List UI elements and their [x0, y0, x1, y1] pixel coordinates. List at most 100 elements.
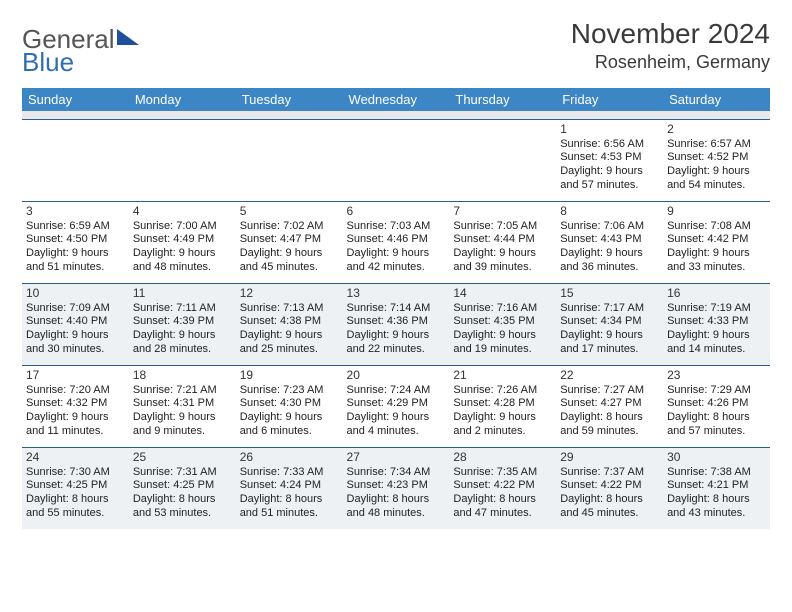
- sunrise-line: Sunrise: 6:57 AM: [667, 138, 766, 152]
- daylight-line: Daylight: 9 hours and 45 minutes.: [240, 247, 339, 275]
- day-number: 19: [240, 368, 339, 383]
- day-cell: 19Sunrise: 7:23 AMSunset: 4:30 PMDayligh…: [236, 365, 343, 447]
- sunset-line: Sunset: 4:43 PM: [560, 233, 659, 247]
- week-row: 17Sunrise: 7:20 AMSunset: 4:32 PMDayligh…: [22, 365, 770, 447]
- calendar-page: General November 2024 Rosenheim, Germany…: [0, 0, 792, 529]
- day-cell: 12Sunrise: 7:13 AMSunset: 4:38 PMDayligh…: [236, 283, 343, 365]
- daylight-line: Daylight: 8 hours and 53 minutes.: [133, 493, 232, 521]
- daylight-line: Daylight: 9 hours and 14 minutes.: [667, 329, 766, 357]
- daylight-line: Daylight: 8 hours and 57 minutes.: [667, 411, 766, 439]
- empty-cell: [129, 119, 236, 201]
- day-cell: 5Sunrise: 7:02 AMSunset: 4:47 PMDaylight…: [236, 201, 343, 283]
- day-number: 5: [240, 204, 339, 219]
- sunset-line: Sunset: 4:31 PM: [133, 397, 232, 411]
- sunrise-line: Sunrise: 7:09 AM: [26, 302, 125, 316]
- sunrise-line: Sunrise: 7:00 AM: [133, 220, 232, 234]
- day-number: 10: [26, 286, 125, 301]
- day-cell: 2Sunrise: 6:57 AMSunset: 4:52 PMDaylight…: [663, 119, 770, 201]
- weekday-tuesday: Tuesday: [236, 88, 343, 111]
- daylight-line: Daylight: 9 hours and 48 minutes.: [133, 247, 232, 275]
- day-number: 26: [240, 450, 339, 465]
- day-cell: 30Sunrise: 7:38 AMSunset: 4:21 PMDayligh…: [663, 447, 770, 529]
- sunrise-line: Sunrise: 7:13 AM: [240, 302, 339, 316]
- daylight-line: Daylight: 9 hours and 25 minutes.: [240, 329, 339, 357]
- day-cell: 21Sunrise: 7:26 AMSunset: 4:28 PMDayligh…: [449, 365, 556, 447]
- sunset-line: Sunset: 4:36 PM: [347, 315, 446, 329]
- day-number: 13: [347, 286, 446, 301]
- sunset-line: Sunset: 4:35 PM: [453, 315, 552, 329]
- sunset-line: Sunset: 4:47 PM: [240, 233, 339, 247]
- sunset-line: Sunset: 4:30 PM: [240, 397, 339, 411]
- daylight-line: Daylight: 9 hours and 11 minutes.: [26, 411, 125, 439]
- day-cell: 29Sunrise: 7:37 AMSunset: 4:22 PMDayligh…: [556, 447, 663, 529]
- sunset-line: Sunset: 4:26 PM: [667, 397, 766, 411]
- weekday-header-row: SundayMondayTuesdayWednesdayThursdayFrid…: [22, 88, 770, 111]
- sunrise-line: Sunrise: 7:30 AM: [26, 466, 125, 480]
- day-cell: 23Sunrise: 7:29 AMSunset: 4:26 PMDayligh…: [663, 365, 770, 447]
- daylight-line: Daylight: 9 hours and 22 minutes.: [347, 329, 446, 357]
- weekday-friday: Friday: [556, 88, 663, 111]
- sunset-line: Sunset: 4:40 PM: [26, 315, 125, 329]
- daylight-line: Daylight: 9 hours and 6 minutes.: [240, 411, 339, 439]
- daylight-line: Daylight: 9 hours and 57 minutes.: [560, 165, 659, 193]
- day-cell: 11Sunrise: 7:11 AMSunset: 4:39 PMDayligh…: [129, 283, 236, 365]
- day-number: 25: [133, 450, 232, 465]
- sunrise-line: Sunrise: 7:11 AM: [133, 302, 232, 316]
- daylight-line: Daylight: 8 hours and 48 minutes.: [347, 493, 446, 521]
- daylight-line: Daylight: 8 hours and 51 minutes.: [240, 493, 339, 521]
- day-number: 11: [133, 286, 232, 301]
- title-block: November 2024 Rosenheim, Germany: [571, 18, 770, 73]
- day-number: 14: [453, 286, 552, 301]
- day-cell: 3Sunrise: 6:59 AMSunset: 4:50 PMDaylight…: [22, 201, 129, 283]
- day-cell: 25Sunrise: 7:31 AMSunset: 4:25 PMDayligh…: [129, 447, 236, 529]
- day-number: 12: [240, 286, 339, 301]
- sunset-line: Sunset: 4:42 PM: [667, 233, 766, 247]
- empty-cell: [449, 119, 556, 201]
- week-row: 1Sunrise: 6:56 AMSunset: 4:53 PMDaylight…: [22, 119, 770, 201]
- sunset-line: Sunset: 4:52 PM: [667, 151, 766, 165]
- weekday-monday: Monday: [129, 88, 236, 111]
- sunrise-line: Sunrise: 7:24 AM: [347, 384, 446, 398]
- sunrise-line: Sunrise: 7:20 AM: [26, 384, 125, 398]
- sunset-line: Sunset: 4:22 PM: [453, 479, 552, 493]
- day-number: 17: [26, 368, 125, 383]
- sunset-line: Sunset: 4:22 PM: [560, 479, 659, 493]
- empty-cell: [236, 119, 343, 201]
- sunset-line: Sunset: 4:46 PM: [347, 233, 446, 247]
- day-number: 18: [133, 368, 232, 383]
- day-number: 30: [667, 450, 766, 465]
- sunrise-line: Sunrise: 7:17 AM: [560, 302, 659, 316]
- daylight-line: Daylight: 9 hours and 33 minutes.: [667, 247, 766, 275]
- sunset-line: Sunset: 4:28 PM: [453, 397, 552, 411]
- daylight-line: Daylight: 9 hours and 2 minutes.: [453, 411, 552, 439]
- sunset-line: Sunset: 4:38 PM: [240, 315, 339, 329]
- sunrise-line: Sunrise: 7:27 AM: [560, 384, 659, 398]
- empty-cell: [22, 119, 129, 201]
- daylight-line: Daylight: 8 hours and 45 minutes.: [560, 493, 659, 521]
- day-number: 4: [133, 204, 232, 219]
- day-number: 3: [26, 204, 125, 219]
- day-number: 15: [560, 286, 659, 301]
- day-cell: 7Sunrise: 7:05 AMSunset: 4:44 PMDaylight…: [449, 201, 556, 283]
- sunset-line: Sunset: 4:50 PM: [26, 233, 125, 247]
- day-number: 20: [347, 368, 446, 383]
- brand-part2: Blue: [22, 47, 74, 78]
- day-number: 23: [667, 368, 766, 383]
- week-row: 24Sunrise: 7:30 AMSunset: 4:25 PMDayligh…: [22, 447, 770, 529]
- day-cell: 4Sunrise: 7:00 AMSunset: 4:49 PMDaylight…: [129, 201, 236, 283]
- day-number: 16: [667, 286, 766, 301]
- daylight-line: Daylight: 9 hours and 54 minutes.: [667, 165, 766, 193]
- day-cell: 26Sunrise: 7:33 AMSunset: 4:24 PMDayligh…: [236, 447, 343, 529]
- empty-cell: [343, 119, 450, 201]
- day-number: 8: [560, 204, 659, 219]
- day-cell: 1Sunrise: 6:56 AMSunset: 4:53 PMDaylight…: [556, 119, 663, 201]
- day-number: 6: [347, 204, 446, 219]
- sunset-line: Sunset: 4:53 PM: [560, 151, 659, 165]
- weekday-sunday: Sunday: [22, 88, 129, 111]
- daylight-line: Daylight: 8 hours and 55 minutes.: [26, 493, 125, 521]
- day-number: 9: [667, 204, 766, 219]
- sunrise-line: Sunrise: 7:34 AM: [347, 466, 446, 480]
- sunrise-line: Sunrise: 6:56 AM: [560, 138, 659, 152]
- day-cell: 9Sunrise: 7:08 AMSunset: 4:42 PMDaylight…: [663, 201, 770, 283]
- sunrise-line: Sunrise: 7:37 AM: [560, 466, 659, 480]
